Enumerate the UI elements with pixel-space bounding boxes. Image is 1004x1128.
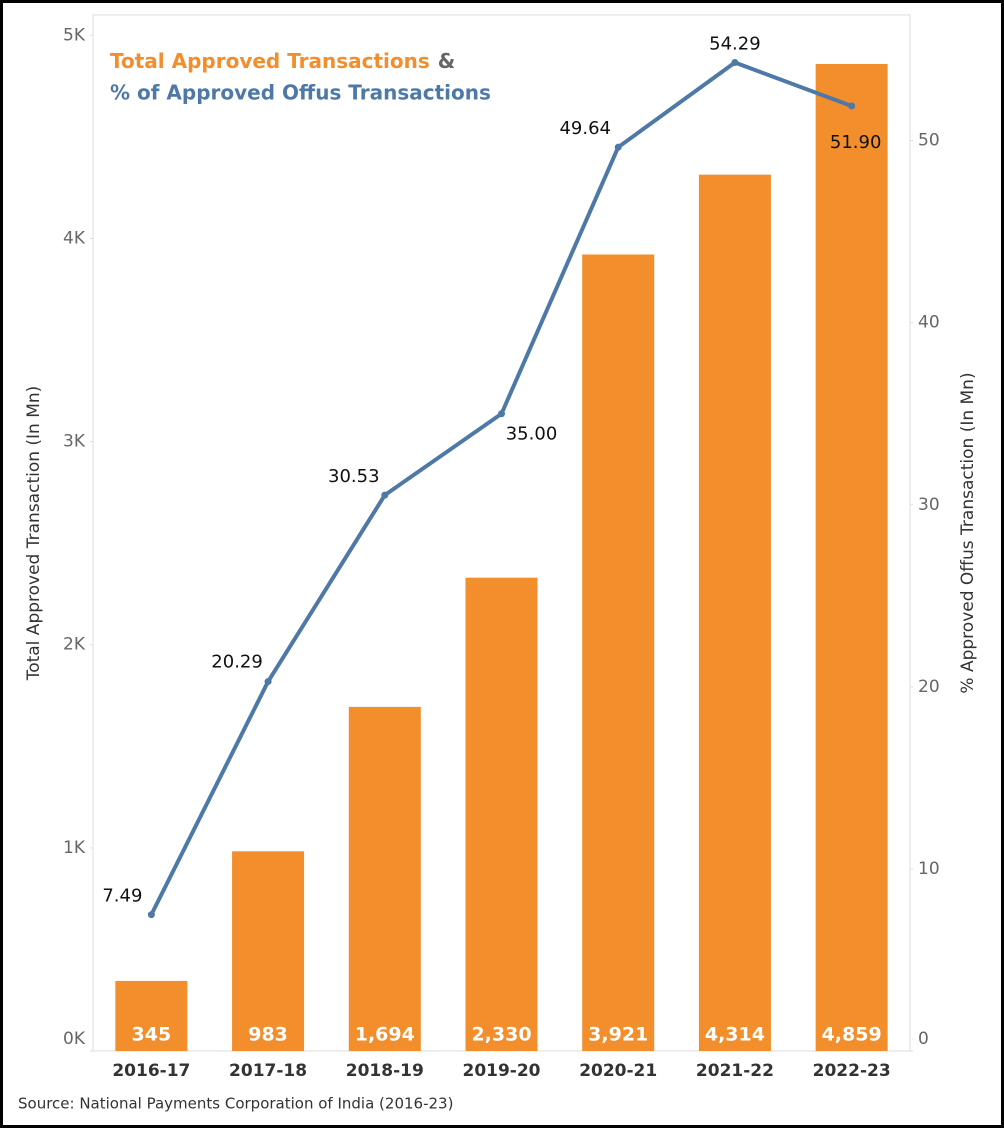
y2-tick-label: 0	[918, 1029, 929, 1049]
bar-value-label: 1,694	[355, 1024, 415, 1046]
line-value-label: 49.64	[559, 118, 611, 139]
y-tick-label: 4K	[63, 228, 86, 248]
y-tick-label: 3K	[63, 432, 86, 452]
line-value-label: 7.49	[102, 886, 142, 907]
title-part: &	[438, 49, 455, 73]
line-point	[381, 491, 389, 499]
x-tick-label: 2021-22	[696, 1061, 774, 1081]
bar	[698, 174, 771, 1051]
x-tick-label: 2018-19	[346, 1061, 424, 1081]
title-part: Total Approved Transactions	[110, 49, 430, 73]
bar	[465, 577, 538, 1051]
bar-value-label: 983	[248, 1024, 288, 1046]
x-tick-label: 2020-21	[579, 1061, 657, 1081]
line-point	[614, 143, 622, 151]
bar	[582, 254, 655, 1051]
y2-tick-label: 40	[918, 313, 940, 333]
line-value-label: 20.29	[211, 652, 263, 673]
y-axis-label: Total Approved Transaction (In Mn)	[24, 386, 44, 682]
y-tick-label: 2K	[63, 635, 86, 655]
line-point	[498, 410, 505, 418]
line-point	[848, 102, 856, 110]
bar-value-label: 2,330	[471, 1024, 531, 1046]
line-point	[264, 678, 272, 686]
x-tick-label: 2017-18	[229, 1061, 307, 1081]
line-point	[147, 911, 155, 919]
x-tick-label: 2016-17	[112, 1061, 190, 1081]
line-value-label: 54.29	[709, 34, 761, 55]
bar	[115, 980, 188, 1051]
line-value-label: 30.53	[328, 466, 380, 487]
bar-value-label: 4,314	[705, 1024, 765, 1046]
y-tick-label: 1K	[63, 838, 86, 858]
chart-title: Total Approved Transactions &	[110, 49, 455, 73]
x-tick-label: 2022-23	[813, 1061, 891, 1081]
bar	[232, 851, 305, 1051]
y-tick-label: 5K	[63, 25, 86, 45]
y2-tick-label: 20	[918, 677, 940, 697]
source: Source: National Payments Corporation of…	[18, 1095, 453, 1113]
y2-tick-label: 50	[918, 131, 940, 151]
y-tick-label: 0K	[63, 1029, 86, 1049]
bar-value-label: 4,859	[822, 1024, 882, 1046]
line-value-label: 35.00	[506, 424, 558, 445]
line-point	[731, 59, 739, 67]
bar-value-label: 345	[132, 1024, 172, 1046]
line-value-label: 51.90	[830, 132, 882, 153]
y2-tick-label: 30	[918, 495, 940, 515]
bar	[815, 63, 888, 1052]
chart-subtitle: % of Approved Offus Transactions	[110, 81, 491, 105]
x-tick-label: 2019-20	[462, 1061, 540, 1081]
y2-axis-label: % Approved Offus Transaction (In Mn)	[958, 372, 978, 693]
y2-tick-label: 10	[918, 859, 940, 879]
bar	[348, 706, 421, 1051]
bar-value-label: 3,921	[588, 1024, 648, 1046]
